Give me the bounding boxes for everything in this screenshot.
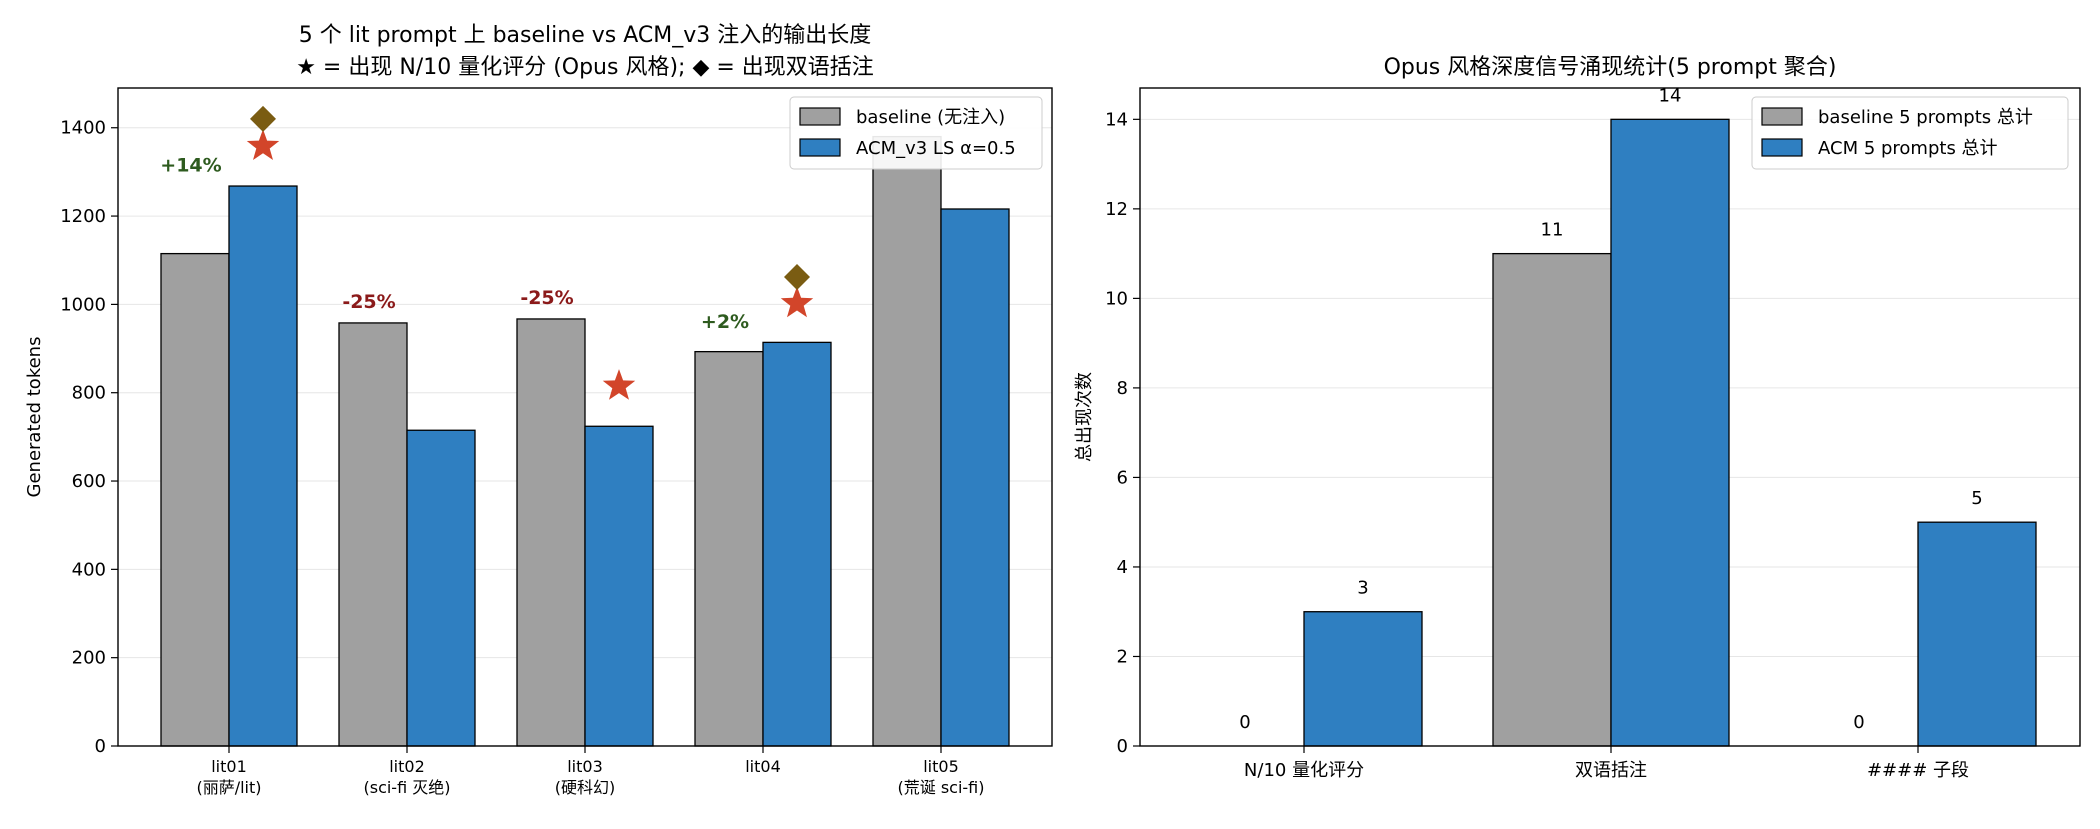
right-legend-swatch [1761,138,1803,157]
right-bar-value-label: 5 [1971,488,1982,509]
left-legend-swatch [799,107,841,126]
right-xtick-label: N/10 量化评分 [1244,760,1364,781]
right-ytick-label: 10 [1105,288,1128,309]
left-ytick-label: 1400 [60,118,106,139]
left-diamond-marker [250,105,276,132]
left-legend-label: baseline (无注入) [856,107,1005,128]
left-bar-acm [584,425,654,747]
left-star-marker [780,286,814,318]
right-ytick-label: 14 [1105,109,1128,130]
left-pct-label: +2% [701,311,749,333]
left-xtick-label: lit03 [567,757,603,776]
left-legend-box [789,96,1043,170]
left-chart: 0 200 400 600 800 1000 1200 1400 lit01 (丽萨/lit) li… [24,23,1053,797]
left-star-marker [602,369,636,400]
left-bar-acm [940,208,1010,747]
right-xtick-label: 双语括注 [1575,760,1647,781]
left-pct-label: +14% [160,154,221,176]
right-bar-value-label: 14 [1659,85,1682,106]
left-legend-label: ACM_v3 LS α=0.5 [856,138,1016,159]
left-bar-acm [762,341,832,747]
right-bar-acm [1610,118,1730,747]
right-ytick-label: 4 [1117,557,1128,578]
left-legend: baseline (无注入) ACM_v3 LS α=0.5 [789,96,1043,170]
right-ytick-label: 8 [1117,378,1128,399]
right-legend-swatch [1761,107,1803,126]
left-ytick-label: 800 [72,383,106,404]
left-title-line-1: 5 个 lit prompt 上 baseline vs ACM_v3 注入的输… [299,23,871,48]
right-ytick-label: 12 [1105,199,1128,220]
left-bar-acm [228,185,298,747]
left-diamond-marker [784,264,810,291]
right-bar-value-label: 0 [1853,712,1864,733]
left-ytick-label: 400 [72,559,106,580]
right-ylabel: 总出现次数 [1074,372,1095,462]
left-bar-baseline [872,135,942,747]
left-axes-frame [117,87,1053,747]
left-title-line-2: ★ = 出现 N/10 量化评分 (Opus 风格); ◆ = 出现双语括注 [296,55,874,80]
left-ytick-label: 1000 [60,294,106,315]
left-ylabel: Generated tokens [24,337,45,498]
left-bar-baseline [338,322,408,747]
left-pct-label: -25% [520,287,573,309]
left-legend-swatch [799,138,841,157]
left-ytick-label: 1200 [60,206,106,227]
left-ytick-label: 600 [72,471,106,492]
right-chart: 0 2 4 6 8 10 12 14 0 11 0 3 14 5 N/10 量化评分 双语括注 #### 子段 总… [1074,55,2081,781]
right-bar-value-label: 0 [1239,712,1250,733]
right-axes-frame [1139,87,2081,747]
right-legend-box [1751,96,2069,170]
left-xtick-label: (硬科幻) [555,778,616,797]
right-legend-label: ACM 5 prompts 总计 [1818,138,1998,159]
right-bar-value-label: 3 [1357,578,1368,599]
right-title: Opus 风格深度信号涌现统计(5 prompt 聚合) [1384,55,1837,80]
left-bar-baseline [694,350,764,747]
right-ytick-label: 6 [1117,467,1128,488]
left-bar-baseline [160,252,230,747]
right-bar-value-label: 11 [1541,220,1564,241]
left-xtick-label: (丽萨/lit) [196,778,261,797]
left-bar-baseline [516,318,586,747]
left-star-marker [246,129,280,160]
left-bar-acm [406,429,476,747]
right-legend: baseline 5 prompts 总计 ACM 5 prompts 总计 [1751,96,2069,170]
left-ytick-label: 0 [95,736,106,757]
left-xtick-label: (sci-fi 灭绝) [363,778,450,797]
left-xtick-label: lit02 [389,757,425,776]
left-pct-label: -25% [342,291,395,313]
right-legend-label: baseline 5 prompts 总计 [1818,107,2033,128]
left-xtick-label: lit01 [211,757,247,776]
left-xtick-label: lit05 [923,757,959,776]
right-bar-baseline [1492,252,1612,747]
left-ytick-label: 200 [72,648,106,669]
right-bar-acm [1917,521,2037,747]
left-xtick-label: (荒诞 sci-fi) [897,778,984,797]
right-ytick-label: 0 [1117,736,1128,757]
right-xtick-label: #### 子段 [1867,760,1969,781]
left-xtick-label: lit04 [745,757,781,776]
right-bar-acm [1303,611,1423,747]
right-ytick-label: 2 [1117,646,1128,667]
